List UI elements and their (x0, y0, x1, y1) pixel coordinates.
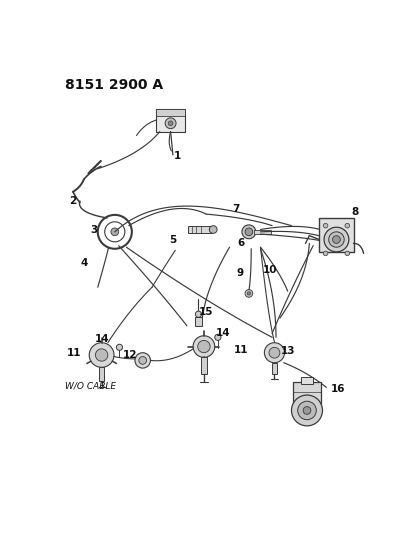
Circle shape (322, 251, 327, 256)
Bar (200, 357, 207, 374)
Text: 12: 12 (123, 350, 137, 360)
Circle shape (139, 357, 146, 364)
Circle shape (193, 336, 214, 357)
Circle shape (328, 232, 344, 247)
Circle shape (245, 228, 252, 236)
Circle shape (291, 395, 322, 426)
Circle shape (116, 344, 122, 350)
Text: 13: 13 (280, 346, 294, 356)
Bar (292, 382, 320, 403)
Circle shape (264, 343, 284, 363)
Circle shape (214, 334, 220, 341)
Circle shape (95, 349, 108, 361)
Circle shape (209, 225, 217, 233)
Circle shape (197, 341, 210, 353)
Bar (319, 218, 353, 252)
Text: 4: 4 (80, 257, 87, 268)
Circle shape (165, 118, 175, 128)
Circle shape (323, 227, 348, 252)
Text: W/O CABLE: W/O CABLE (65, 382, 116, 391)
Bar (99, 367, 104, 381)
Text: 14: 14 (216, 328, 230, 338)
Circle shape (302, 407, 310, 414)
Circle shape (268, 348, 279, 358)
Circle shape (135, 353, 150, 368)
Text: 14: 14 (95, 334, 110, 344)
Circle shape (247, 292, 250, 295)
Text: 16: 16 (330, 384, 344, 394)
Circle shape (344, 251, 349, 256)
Text: 7: 7 (231, 204, 239, 214)
Text: 6: 6 (237, 238, 244, 248)
Circle shape (168, 121, 173, 126)
Text: 2: 2 (69, 196, 76, 206)
Text: 11: 11 (67, 348, 81, 358)
Circle shape (89, 343, 114, 367)
Text: 10: 10 (262, 265, 276, 276)
Circle shape (332, 236, 339, 244)
Text: 9: 9 (236, 269, 243, 278)
Text: 5: 5 (169, 235, 176, 245)
Circle shape (297, 401, 315, 419)
Circle shape (322, 223, 327, 228)
Circle shape (241, 225, 255, 239)
Bar (300, 377, 312, 384)
Circle shape (195, 311, 201, 317)
Bar (188, 225, 211, 233)
Bar (272, 363, 276, 374)
Bar (155, 109, 185, 116)
Text: 1: 1 (173, 151, 181, 160)
Text: 8151 2900 A: 8151 2900 A (65, 78, 163, 92)
Text: 3: 3 (90, 224, 97, 235)
Circle shape (245, 289, 252, 297)
Circle shape (111, 228, 118, 236)
Text: 11: 11 (233, 345, 248, 356)
Circle shape (344, 223, 349, 228)
Bar (195, 317, 201, 326)
Bar (155, 109, 185, 132)
Bar (254, 230, 271, 234)
Text: 8: 8 (351, 207, 358, 217)
Text: 15: 15 (198, 307, 213, 317)
